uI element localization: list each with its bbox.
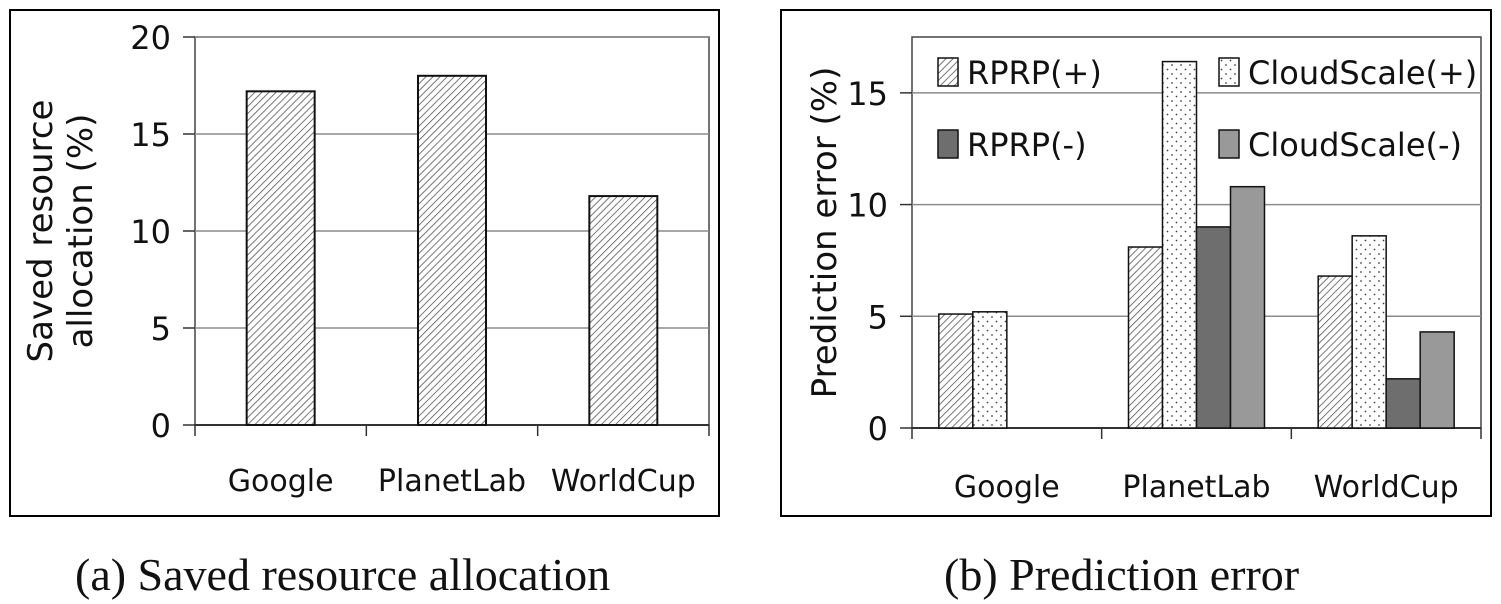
y-tick-label-a: 5 bbox=[151, 310, 171, 348]
bar-b-planetlab-1 bbox=[1161, 60, 1198, 429]
bar-b-planetlab-0 bbox=[1127, 246, 1164, 429]
legend-swatch-b bbox=[937, 57, 959, 87]
caption-a: (a) Saved resource allocation bbox=[75, 549, 611, 600]
y-tick-label-a: 20 bbox=[130, 19, 171, 57]
y-tick-label-b: 15 bbox=[847, 75, 888, 113]
y-tick-label-b: 10 bbox=[847, 187, 888, 225]
bar-b-google-1 bbox=[972, 311, 1008, 429]
bar-a-worldcup bbox=[588, 195, 659, 426]
y-axis-label-a: Saved resourceallocation (%) bbox=[21, 100, 101, 363]
bar-b-worldcup-1 bbox=[1351, 235, 1387, 429]
x-tick-label-a: Google bbox=[228, 464, 334, 499]
bar-b-google-0 bbox=[938, 313, 974, 429]
legend-swatch-b bbox=[1218, 57, 1240, 87]
bar-b-worldcup-2 bbox=[1385, 378, 1421, 429]
bar-b-worldcup-3 bbox=[1419, 331, 1455, 429]
legend-swatch-b bbox=[937, 129, 959, 159]
legend-label-b: RPRP(+) bbox=[967, 54, 1102, 92]
bar-b-worldcup-0 bbox=[1317, 275, 1353, 429]
legend-label-b: CloudScale(+) bbox=[1248, 54, 1477, 92]
legend-label-b: CloudScale(-) bbox=[1248, 126, 1462, 164]
x-tick-label-b: WorldCup bbox=[1314, 470, 1459, 505]
chart-b-frame bbox=[780, 9, 1492, 517]
y-axis-label-line1: Saved resource bbox=[21, 100, 61, 363]
y-tick-label-a: 15 bbox=[130, 116, 171, 154]
x-tick-label-a: PlanetLab bbox=[378, 464, 526, 499]
y-tick-label-b: 0 bbox=[868, 410, 888, 448]
bar-a-planetlab bbox=[417, 74, 487, 427]
bar-a-google bbox=[245, 90, 316, 426]
legend-label-b: RPRP(-) bbox=[967, 126, 1087, 164]
chart-a-frame bbox=[9, 9, 720, 517]
x-tick-label-a: WorldCup bbox=[551, 464, 696, 499]
legend-item-b: RPRP(+) bbox=[937, 54, 1102, 92]
x-tick-label-b: PlanetLab bbox=[1122, 470, 1270, 505]
legend-swatch-b bbox=[1218, 129, 1240, 159]
bar-b-planetlab-3 bbox=[1229, 185, 1266, 429]
legend-item-b: RPRP(-) bbox=[937, 126, 1087, 164]
bar-b-planetlab-2 bbox=[1195, 226, 1232, 429]
y-axis-label-b: Prediction error (%) bbox=[805, 67, 845, 399]
y-tick-label-a: 0 bbox=[151, 407, 171, 445]
legend-item-b: CloudScale(-) bbox=[1218, 126, 1462, 164]
y-axis-label-line2: allocation (%) bbox=[61, 114, 101, 349]
y-tick-label-b: 5 bbox=[868, 298, 888, 336]
y-tick-label-a: 10 bbox=[130, 213, 171, 251]
caption-b: (b) Prediction error bbox=[944, 549, 1300, 600]
legend-item-b: CloudScale(+) bbox=[1218, 54, 1477, 92]
x-tick-label-b: Google bbox=[954, 470, 1060, 505]
